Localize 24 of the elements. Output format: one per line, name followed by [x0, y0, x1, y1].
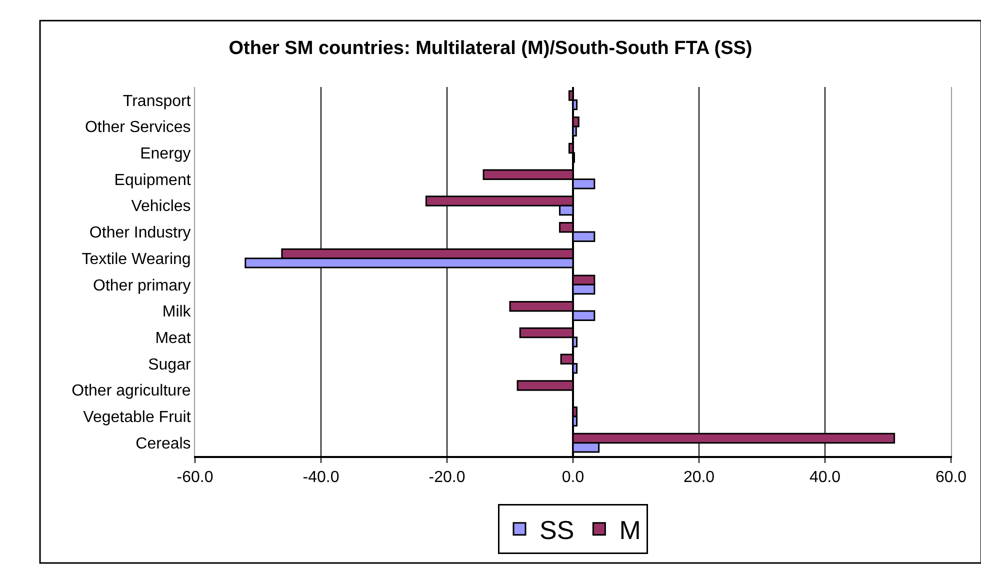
x-tick-label: 0.0 [562, 469, 584, 486]
y-tick-label: Other primary [93, 277, 191, 294]
y-tick-label: Energy [140, 145, 191, 162]
legend-label: M [619, 515, 641, 546]
y-tick-label: Cereals [136, 435, 191, 452]
y-tick-label: Other agriculture [72, 382, 191, 400]
y-tick-label: Equipment [114, 172, 192, 189]
y-tick-label: Milk [162, 304, 192, 321]
x-tick-label: -60.0 [176, 469, 214, 486]
y-tick-label: Sugar [148, 356, 192, 374]
x-tick-label: 60.0 [935, 469, 967, 486]
y-tick-label: Other Services [84, 119, 191, 136]
y-tick-label: Vegetable Fruit [83, 409, 192, 426]
x-tick-label: 20.0 [683, 469, 715, 486]
x-tick-label: -20.0 [428, 469, 466, 486]
legend-label: SS [540, 515, 574, 546]
y-tick-label: Other Industry [89, 224, 191, 242]
y-tick-label: Textile Wearing [82, 250, 191, 268]
chart-title: Other SM countries: Multilateral (M)/South-South FTA (SS) [228, 38, 752, 59]
y-tick-label: Transport [122, 92, 192, 110]
x-tick-label: 40.0 [809, 469, 841, 486]
x-tick-label: -40.0 [302, 469, 340, 486]
y-tick-label: Meat [155, 330, 192, 347]
y-tick-label: Vehicles [131, 198, 191, 216]
